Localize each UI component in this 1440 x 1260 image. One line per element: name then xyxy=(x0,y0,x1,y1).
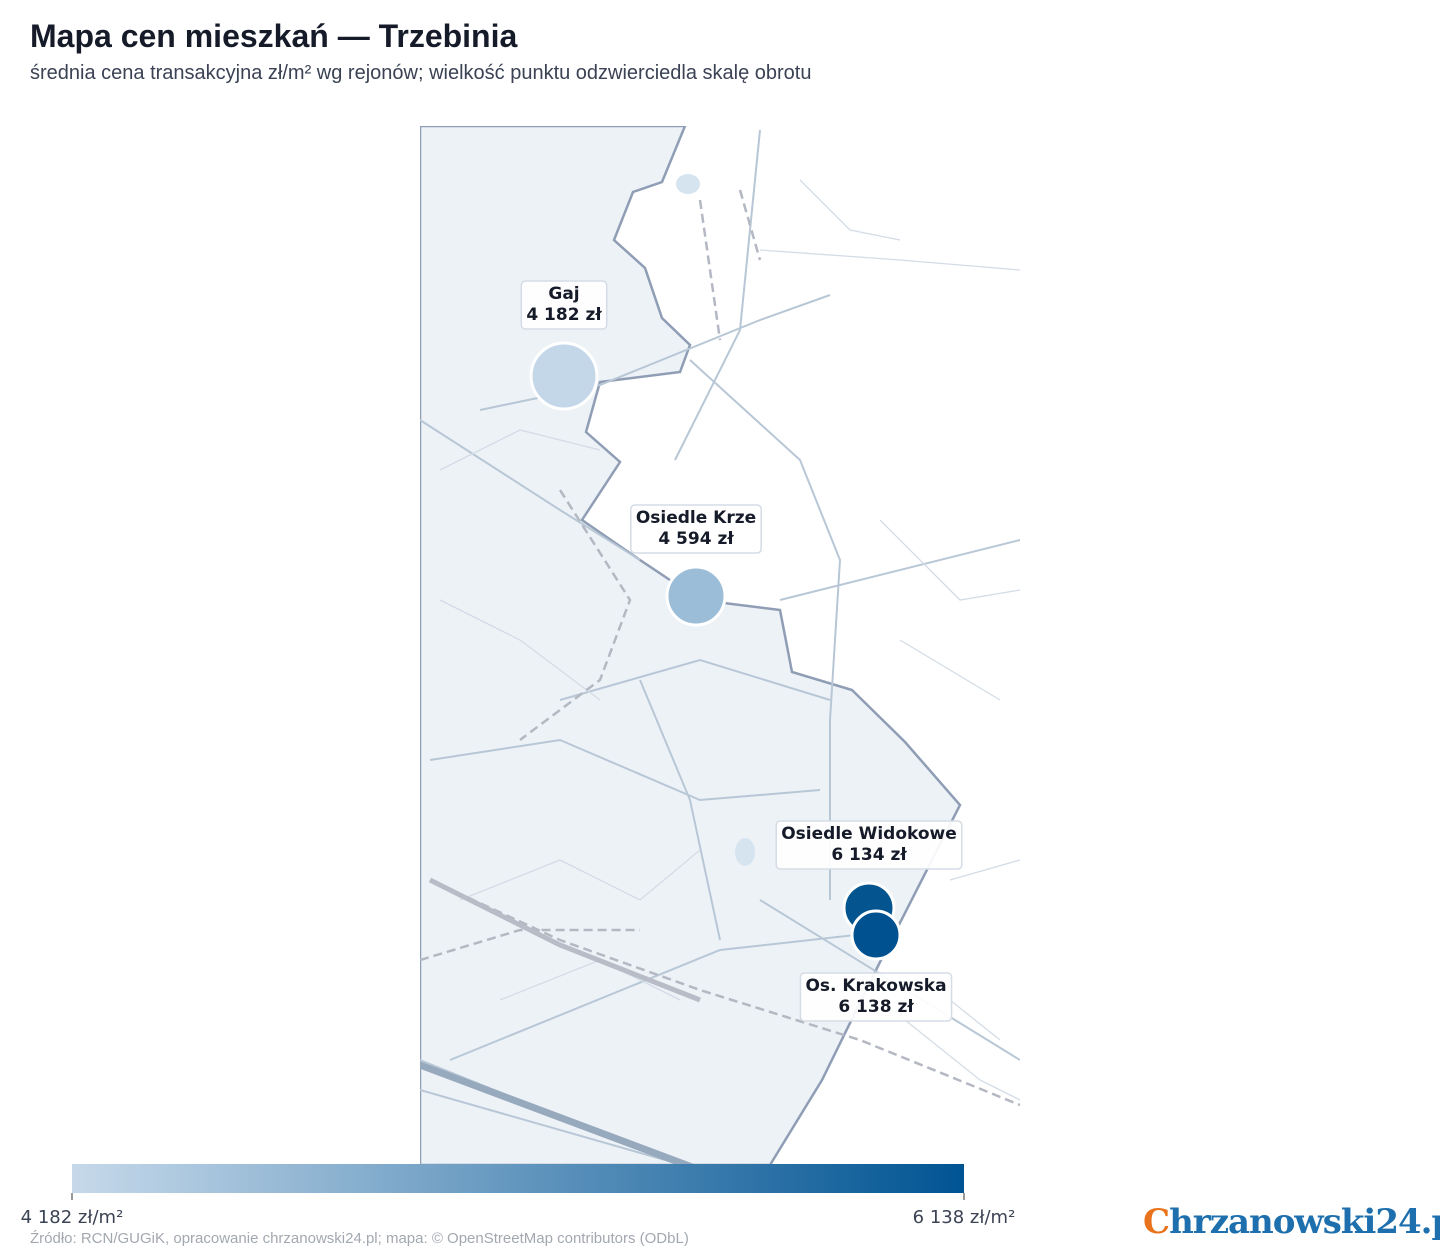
label-name: Os. Krakowska xyxy=(805,976,946,996)
label-box xyxy=(630,504,762,554)
label-box xyxy=(775,820,963,870)
label-name: Osiedle Widokowe xyxy=(781,824,957,844)
colorbar-label: 4 182 zł/m² xyxy=(21,1207,124,1228)
label-box xyxy=(520,280,608,330)
label-value: 4 594 zł xyxy=(658,529,734,549)
railway xyxy=(420,189,1020,1107)
source: Źródło: RCN/GUGiK, opracowanie chrzanows… xyxy=(30,1230,689,1247)
label-name: Osiedle Krze xyxy=(636,508,756,528)
logo: Chrzanowski24.pl xyxy=(1143,1202,1440,1242)
water xyxy=(735,838,755,866)
water xyxy=(676,174,700,194)
colorbar-label: 6 138 zł/m² xyxy=(913,1207,1016,1228)
subtitle: średnia cena transakcyjna zł/m² wg rejon… xyxy=(30,62,812,84)
price-point xyxy=(665,565,727,627)
markers xyxy=(529,341,902,961)
label-value: 6 134 zł xyxy=(831,845,907,865)
label-value: 6 138 zł xyxy=(838,997,914,1017)
colorbar xyxy=(72,1164,964,1193)
title: Mapa cen mieszkań — Trzebinia xyxy=(30,18,518,54)
price-point xyxy=(529,341,599,411)
label-value: 4 182 zł xyxy=(526,305,602,325)
price-point xyxy=(850,909,902,961)
main-road xyxy=(420,1061,697,1165)
label-box xyxy=(799,972,953,1022)
rail-yard xyxy=(428,877,701,1003)
label-name: Gaj xyxy=(548,284,579,304)
